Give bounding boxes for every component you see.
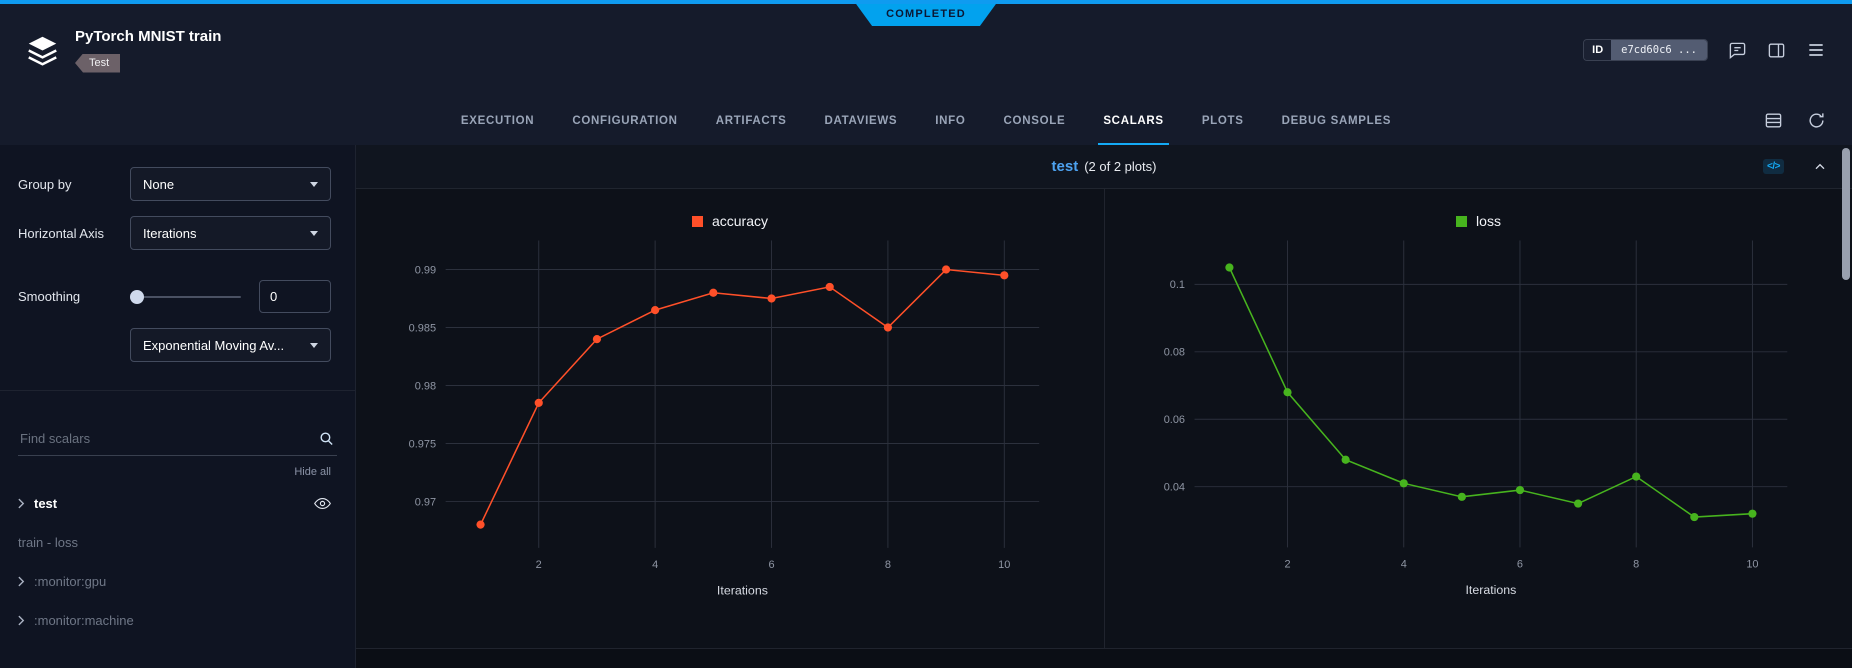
metric-row-monitor-gpu[interactable]: :monitor:gpu bbox=[0, 562, 355, 601]
vertical-scrollbar[interactable] bbox=[1842, 148, 1851, 665]
smoothing-slider[interactable] bbox=[130, 289, 241, 304]
horizontal-axis-select[interactable]: Iterations bbox=[130, 216, 331, 250]
group-by-label: Group by bbox=[18, 176, 72, 192]
smoothing-label: Smoothing bbox=[18, 289, 81, 304]
loss-legend-swatch bbox=[1456, 215, 1468, 227]
embed-code-icon[interactable]: </> bbox=[1763, 159, 1784, 174]
plots-main: test (2 of 2 plots) </> accuracy 0.97 0.97… bbox=[356, 145, 1852, 668]
experiment-title: PyTorch MNIST train bbox=[75, 27, 222, 45]
tab-scalars[interactable]: SCALARS bbox=[1090, 96, 1177, 145]
svg-text:Iterations: Iterations bbox=[717, 584, 768, 598]
plot-group-title[interactable]: test bbox=[1051, 157, 1079, 175]
metric-label: train - loss bbox=[18, 535, 78, 550]
table-view-icon[interactable] bbox=[1764, 111, 1783, 130]
svg-text:4: 4 bbox=[652, 559, 658, 571]
sidebar-divider bbox=[0, 390, 355, 391]
svg-text:8: 8 bbox=[885, 559, 891, 571]
content-area: Group by None Horizontal Axis Iterations… bbox=[0, 145, 1852, 668]
chevron-right-icon[interactable] bbox=[18, 615, 25, 626]
loss-legend-label: loss bbox=[1476, 213, 1501, 229]
collapse-chevron-up-icon[interactable] bbox=[1812, 159, 1828, 175]
app-logo-icon[interactable] bbox=[26, 34, 59, 67]
scalars-sidebar: Group by None Horizontal Axis Iterations… bbox=[0, 145, 356, 668]
eye-icon[interactable] bbox=[314, 495, 331, 512]
chevron-right-icon[interactable] bbox=[18, 576, 25, 587]
tab-plots[interactable]: PLOTS bbox=[1201, 114, 1244, 127]
plot-group-header: test (2 of 2 plots) </> bbox=[356, 145, 1852, 189]
svg-text:4: 4 bbox=[1401, 558, 1407, 570]
tab-bar: EXECUTION CONFIGURATION ARTIFACTS DATAVI… bbox=[0, 96, 1852, 145]
experiment-id-badge[interactable]: ID e7cd60c6 ... bbox=[1583, 39, 1708, 61]
svg-text:0.975: 0.975 bbox=[409, 438, 436, 450]
search-input[interactable] bbox=[18, 423, 337, 456]
tab-debug-samples[interactable]: DEBUG SAMPLES bbox=[1281, 114, 1392, 127]
accuracy-line-chart[interactable]: 0.97 0.975 0.98 0.985 0.99 2 4 6 8 10 Iterations bbox=[375, 231, 1085, 609]
svg-text:0.06: 0.06 bbox=[1164, 414, 1185, 426]
plot-group-count: (2 of 2 plots) bbox=[1084, 158, 1157, 174]
chevron-down-icon bbox=[310, 230, 318, 236]
scrollbar-thumb[interactable] bbox=[1842, 148, 1850, 280]
accuracy-legend[interactable]: accuracy bbox=[691, 213, 769, 229]
auto-refresh-icon[interactable] bbox=[1807, 111, 1826, 130]
status-badge: COMPLETED bbox=[856, 4, 996, 26]
metric-row-train-loss[interactable]: train - loss bbox=[0, 523, 355, 562]
tab-execution[interactable]: EXECUTION bbox=[460, 114, 535, 127]
svg-text:2: 2 bbox=[536, 559, 542, 571]
svg-text:0.1: 0.1 bbox=[1170, 279, 1185, 291]
svg-text:10: 10 bbox=[1746, 558, 1758, 570]
smoothing-input[interactable] bbox=[259, 280, 331, 313]
svg-text:6: 6 bbox=[1517, 558, 1523, 570]
experiment-tag[interactable]: Test bbox=[75, 53, 121, 73]
svg-text:10: 10 bbox=[998, 559, 1010, 571]
group-by-select[interactable]: None bbox=[130, 167, 331, 201]
svg-text:Iterations: Iterations bbox=[1465, 583, 1516, 597]
svg-text:0.985: 0.985 bbox=[409, 322, 436, 334]
slider-thumb[interactable] bbox=[130, 289, 144, 304]
accuracy-legend-label: accuracy bbox=[711, 213, 769, 229]
metric-label: test bbox=[34, 496, 58, 511]
horizontal-axis-label: Horizontal Axis bbox=[18, 225, 104, 241]
tab-dataviews[interactable]: DATAVIEWS bbox=[824, 114, 898, 127]
details-panel-icon[interactable] bbox=[1767, 41, 1786, 60]
tab-artifacts[interactable]: ARTIFACTS bbox=[715, 114, 787, 127]
svg-text:0.08: 0.08 bbox=[1164, 347, 1185, 359]
bottom-strip bbox=[356, 649, 1852, 668]
top-accent-bar bbox=[0, 0, 1852, 4]
loss-chart-panel: loss 0.04 0.06 0.08 0.1 2 4 6 8 10 Iterations bbox=[1104, 189, 1852, 648]
svg-text:6: 6 bbox=[768, 559, 774, 571]
accuracy-legend-swatch bbox=[691, 215, 703, 227]
smoothing-type-select[interactable]: Exponential Moving Av... bbox=[130, 328, 331, 362]
tab-console[interactable]: CONSOLE bbox=[1003, 114, 1066, 127]
chevron-down-icon bbox=[310, 342, 318, 348]
metric-label: :monitor:gpu bbox=[34, 574, 107, 589]
menu-icon[interactable] bbox=[1806, 40, 1826, 60]
chevron-right-icon[interactable] bbox=[18, 498, 25, 509]
svg-text:8: 8 bbox=[1633, 558, 1639, 570]
svg-text:0.99: 0.99 bbox=[415, 264, 436, 276]
group-by-value: None bbox=[143, 176, 175, 192]
horizontal-axis-value: Iterations bbox=[143, 225, 197, 241]
svg-text:0.98: 0.98 bbox=[415, 380, 436, 392]
id-label: ID bbox=[1584, 40, 1612, 60]
svg-text:2: 2 bbox=[1284, 558, 1290, 570]
tab-info[interactable]: INFO bbox=[935, 114, 966, 127]
chevron-down-icon bbox=[310, 181, 318, 187]
loss-legend[interactable]: loss bbox=[1456, 213, 1501, 229]
smoothing-type-value: Exponential Moving Av... bbox=[143, 337, 285, 353]
svg-text:0.97: 0.97 bbox=[415, 496, 436, 508]
svg-text:0.04: 0.04 bbox=[1164, 482, 1185, 494]
metric-row-monitor-machine[interactable]: :monitor:machine bbox=[0, 601, 355, 640]
metric-row-test[interactable]: test bbox=[0, 484, 355, 523]
loss-line-chart[interactable]: 0.04 0.06 0.08 0.1 2 4 6 8 10 Iterations bbox=[1124, 231, 1833, 608]
id-value: e7cd60c6 ... bbox=[1611, 40, 1707, 60]
accuracy-chart-panel: accuracy 0.97 0.975 0.98 0.985 0.99 2 4 6 8 10 Ite… bbox=[356, 189, 1104, 648]
hide-all-link[interactable]: Hide all bbox=[294, 466, 331, 478]
tab-configuration[interactable]: CONFIGURATION bbox=[572, 114, 678, 127]
search-icon[interactable] bbox=[318, 430, 335, 452]
charts-row: accuracy 0.97 0.975 0.98 0.985 0.99 2 4 6 8 10 Ite… bbox=[356, 189, 1852, 649]
metric-label: :monitor:machine bbox=[34, 613, 134, 628]
comment-icon[interactable] bbox=[1728, 41, 1747, 60]
slider-track bbox=[130, 295, 241, 298]
